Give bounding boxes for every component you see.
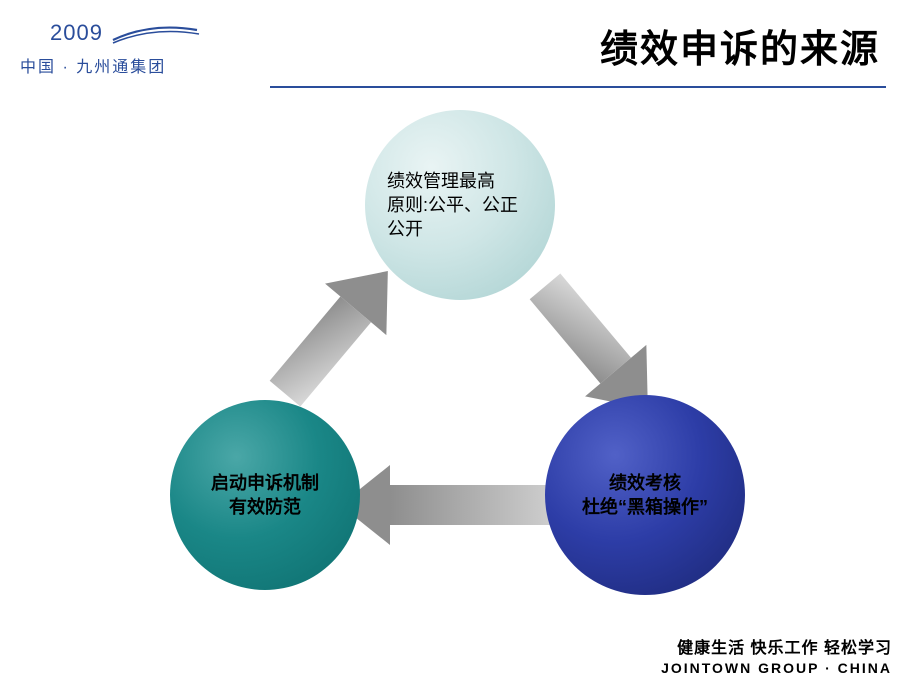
page-title: 绩效申诉的来源 <box>600 18 880 73</box>
cycle-diagram: 绩效管理最高原则:公平、公正公开 绩效考核杜绝“黑箱操作” 启动申诉机制有效防范 <box>110 100 810 620</box>
logo-text: 中国 · 九州通集团 <box>20 53 230 77</box>
logo-swoosh-icon <box>111 20 201 51</box>
node-bottom-left: 启动申诉机制有效防范 <box>170 400 360 590</box>
logo-year: 2009 <box>50 20 103 46</box>
node-top-label: 绩效管理最高原则:公平、公正公开 <box>383 169 537 242</box>
node-br-label: 绩效考核杜绝“黑箱操作” <box>582 471 708 520</box>
node-bl-label: 启动申诉机制有效防范 <box>211 471 319 520</box>
title-underline <box>270 86 886 88</box>
footer-chinese: 健康生活 快乐工作 轻松学习 <box>661 634 892 658</box>
node-bottom-right: 绩效考核杜绝“黑箱操作” <box>545 395 745 595</box>
footer-english: JOINTOWN GROUP · CHINA <box>661 660 892 676</box>
logo-block: 2009 中国 · 九州通集团 <box>20 20 230 77</box>
node-top: 绩效管理最高原则:公平、公正公开 <box>365 110 555 300</box>
footer: 健康生活 快乐工作 轻松学习 JOINTOWN GROUP · CHINA <box>661 634 892 676</box>
